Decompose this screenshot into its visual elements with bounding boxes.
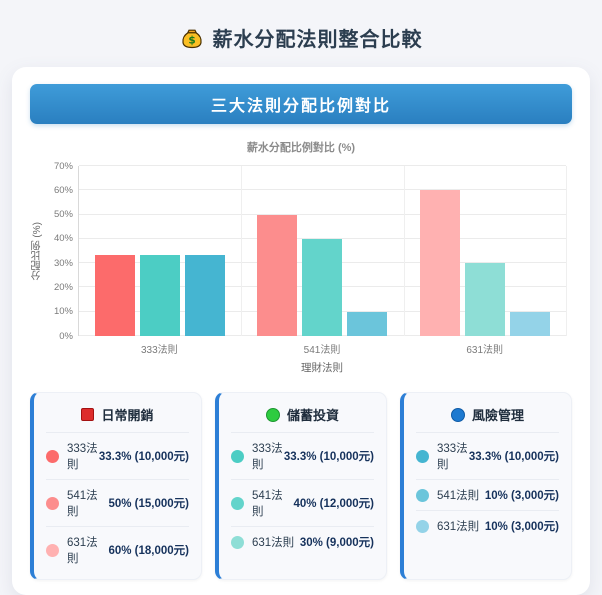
y-tick-label: 50% <box>53 208 73 220</box>
legend-item-value: 33.3% (10,000元) <box>98 451 189 463</box>
gridline-vertical <box>566 166 567 336</box>
legend-item-value: 30% (9,000元) <box>299 537 374 549</box>
section-banner: 三大法則分配比例對比 <box>30 84 572 124</box>
legend-item-value: 33.3% (10,000元) <box>283 451 374 463</box>
legend-item: 333法則 33.3% (10,000元) <box>416 432 559 479</box>
gridline-vertical <box>241 166 243 336</box>
series-color-dot <box>416 488 429 502</box>
chart-title: 薪水分配比例對比 (%) <box>246 142 356 154</box>
gridline <box>79 189 566 191</box>
series-color-dot <box>416 449 429 463</box>
page-title: 薪水分配法則整合比較 <box>212 29 423 51</box>
bar-group-2 <box>404 166 566 336</box>
legend-card-title: 日常開銷 <box>101 408 154 423</box>
series-color-dot <box>231 535 244 549</box>
y-tick-label: 20% <box>53 281 73 293</box>
money-bag-icon: $ <box>180 26 204 50</box>
series-color-dot <box>46 543 59 557</box>
legend-item-label: 333法則 <box>437 443 468 471</box>
section-banner-label: 三大法則分配比例對比 <box>210 98 391 115</box>
svg-text:$: $ <box>188 34 195 46</box>
legend-item: 541法則 40% (12,000元) <box>231 479 374 526</box>
y-axis-title: 分配比例 (%) <box>32 221 43 281</box>
legend-item-label: 631法則 <box>437 521 480 533</box>
main-card: 三大法則分配比例對比 薪水分配比例對比 (%) 分配比例 (%) 0% 10% 20… <box>12 67 590 595</box>
gridline <box>79 165 566 166</box>
bar-chart: 薪水分配比例對比 (%) 分配比例 (%) 0% 10% 20% 30% 40% 50% 6… <box>30 139 572 375</box>
savings-investment-icon <box>265 407 280 422</box>
legend-item: 333法則 33.3% (10,000元) <box>46 432 189 479</box>
legend-item: 631法則 10% (3,000元) <box>416 510 559 541</box>
legend-item-value: 33.3% (10,000元) <box>468 451 559 463</box>
series-color-dot <box>46 496 59 510</box>
legend-card-risk-management: 風險管理 333法則 33.3% (10,000元) 541法則 10% (3,000元… <box>400 392 572 580</box>
y-tick-label: 70% <box>53 160 73 172</box>
bar-group-0 <box>79 166 241 336</box>
gridline <box>79 213 566 215</box>
legend-item: 541法則 50% (15,000元) <box>46 479 189 526</box>
legend-card-title: 風險管理 <box>471 408 524 423</box>
bar-0-2[interactable] <box>185 255 226 336</box>
legend-item-label: 631法則 <box>252 537 295 549</box>
gridline-vertical <box>403 166 405 336</box>
series-color-dot <box>231 496 244 510</box>
bar-2-2[interactable] <box>509 311 550 336</box>
bar-2-1[interactable] <box>464 263 505 336</box>
legend-item-label: 333法則 <box>252 443 283 471</box>
y-tick-label: 60% <box>53 184 73 196</box>
y-tick-label: 10% <box>53 305 73 317</box>
series-color-dot <box>231 449 244 463</box>
bar-1-0[interactable] <box>257 214 298 336</box>
y-tick-label: 40% <box>53 233 73 245</box>
legend-item-label: 631法則 <box>67 537 98 565</box>
bar-1-1[interactable] <box>302 238 343 336</box>
page-header: $ 薪水分配法則整合比較 <box>0 0 602 52</box>
bar-0-0[interactable] <box>95 255 136 336</box>
bar-group-1 <box>241 166 403 336</box>
x-axis-title: 理財法則 <box>301 362 343 374</box>
bar-1-2[interactable] <box>347 311 388 336</box>
legend-card-header: 日常開銷 <box>46 402 189 432</box>
legend-item-value: 50% (15,000元) <box>108 498 189 510</box>
bar-2-0[interactable] <box>419 190 460 336</box>
legend-item-value: 40% (12,000元) <box>293 498 374 510</box>
legend-item-label: 541法則 <box>252 490 283 518</box>
chart-plot-area[interactable] <box>78 165 567 336</box>
legend-card-title: 儲蓄投資 <box>286 408 339 423</box>
legend-item-label: 541法則 <box>437 490 480 502</box>
x-category-label-2: 631法則 <box>466 345 504 356</box>
bars-layer <box>79 166 566 336</box>
gridline <box>79 237 566 239</box>
legend-item: 333法則 33.3% (10,000元) <box>231 432 374 479</box>
x-axis-labels: 333法則 541法則 631法則 <box>78 341 566 356</box>
y-axis-ticks: 0% 10% 20% 30% 40% 50% 60% 70% <box>45 161 78 340</box>
legend-item-value: 10% (3,000元) <box>484 521 559 533</box>
daily-expenses-icon <box>81 408 95 421</box>
legend-item-value: 10% (3,000元) <box>484 490 559 502</box>
legend-card-daily-expenses: 日常開銷 333法則 33.3% (10,000元) 541法則 50% (15,000… <box>30 392 202 580</box>
x-category-label-0: 333法則 <box>140 345 178 356</box>
legend-cards-row: 日常開銷 333法則 33.3% (10,000元) 541法則 50% (15,000… <box>30 392 572 580</box>
legend-card-savings-investment: 儲蓄投資 333法則 33.3% (10,000元) 541法則 40% (12,000… <box>215 392 387 580</box>
legend-item-value: 60% (18,000元) <box>108 545 189 557</box>
x-category-label-1: 541法則 <box>303 345 341 356</box>
legend-card-header: 風險管理 <box>416 402 559 432</box>
legend-item-label: 541法則 <box>67 490 98 518</box>
legend-card-header: 儲蓄投資 <box>231 402 374 432</box>
bar-0-1[interactable] <box>140 255 181 336</box>
series-color-dot <box>416 519 429 533</box>
series-color-dot <box>46 449 59 463</box>
y-tick-label: 0% <box>59 330 73 342</box>
chart-body: 分配比例 (%) 0% 10% 20% 30% 40% 50% 60% 70% 333法則 54… <box>30 161 572 375</box>
legend-item: 541法則 10% (3,000元) <box>416 479 559 510</box>
y-tick-label: 30% <box>53 257 73 269</box>
legend-item-label: 333法則 <box>67 443 98 471</box>
legend-item: 631法則 60% (18,000元) <box>46 526 189 573</box>
risk-management-icon <box>450 407 465 422</box>
